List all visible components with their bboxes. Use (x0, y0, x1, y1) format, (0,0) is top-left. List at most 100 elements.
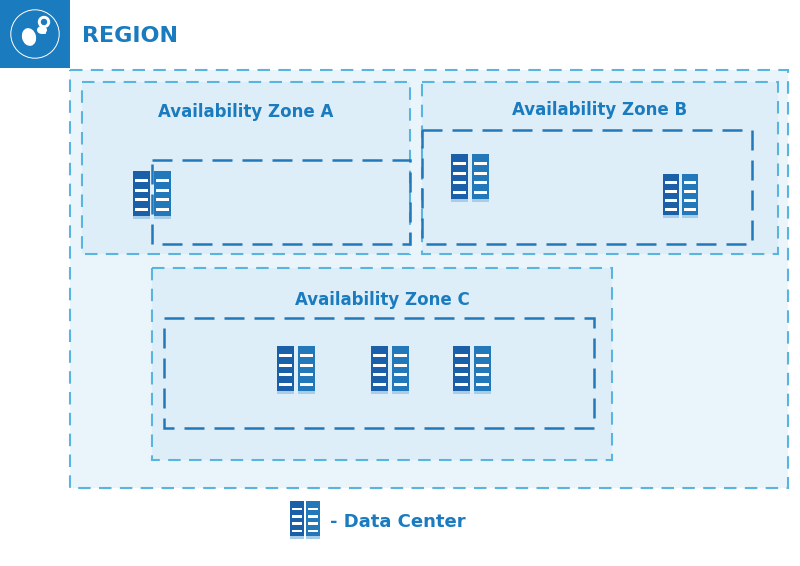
Bar (394, 363, 407, 367)
Bar (453, 391, 470, 394)
Bar (156, 208, 169, 211)
Bar (476, 354, 489, 357)
Bar (154, 171, 171, 219)
Bar (298, 346, 315, 394)
Bar (290, 501, 304, 539)
Bar (394, 354, 407, 357)
Bar (474, 191, 487, 194)
Bar (135, 208, 148, 211)
Circle shape (11, 10, 59, 58)
Bar (683, 199, 695, 202)
Bar (70, 70, 788, 488)
Bar (665, 181, 677, 185)
Bar (300, 373, 313, 376)
Bar (450, 199, 468, 202)
Bar (156, 188, 169, 192)
Bar (474, 181, 487, 185)
Bar (455, 383, 468, 386)
Bar (472, 154, 490, 202)
Bar (154, 216, 171, 219)
Bar (300, 383, 313, 386)
Bar (279, 373, 292, 376)
Bar (476, 373, 489, 376)
Bar (135, 198, 148, 201)
Bar (450, 154, 468, 202)
Bar (370, 346, 388, 394)
Bar (308, 515, 318, 517)
Bar (370, 391, 388, 394)
Bar (474, 162, 487, 165)
Bar (308, 530, 318, 533)
Bar (298, 391, 315, 394)
Bar (682, 174, 698, 218)
Bar (422, 82, 778, 254)
Bar (453, 162, 466, 165)
Bar (662, 174, 678, 218)
Bar (0, 0, 70, 68)
Circle shape (12, 11, 58, 57)
Text: REGION: REGION (82, 26, 178, 46)
Bar (682, 215, 698, 218)
Bar (292, 530, 302, 533)
Bar (373, 363, 386, 367)
Bar (300, 354, 313, 357)
Bar (455, 363, 468, 367)
Bar (152, 268, 612, 460)
Bar (665, 199, 677, 202)
Bar (373, 383, 386, 386)
Bar (474, 171, 487, 175)
Bar (82, 82, 410, 254)
Bar (394, 383, 407, 386)
Bar (683, 208, 695, 211)
Bar (308, 508, 318, 510)
Circle shape (38, 16, 50, 28)
Bar (394, 373, 407, 376)
Text: Availability Zone A: Availability Zone A (158, 103, 334, 121)
Bar (82, 82, 410, 254)
Bar (683, 190, 695, 193)
Ellipse shape (22, 28, 36, 46)
Bar (277, 346, 294, 394)
Bar (135, 188, 148, 192)
Text: Availability Zone B: Availability Zone B (513, 101, 687, 119)
Text: Availability Zone C: Availability Zone C (294, 291, 470, 309)
Bar (422, 130, 752, 244)
Bar (455, 373, 468, 376)
Bar (156, 198, 169, 201)
Bar (133, 216, 150, 219)
Bar (683, 181, 695, 185)
Bar (300, 363, 313, 367)
Bar (279, 383, 292, 386)
Bar (292, 515, 302, 517)
Bar (665, 208, 677, 211)
Bar (453, 181, 466, 185)
Text: - Data Center: - Data Center (330, 513, 466, 531)
Bar (453, 171, 466, 175)
Bar (665, 190, 677, 193)
Bar (662, 215, 678, 218)
Bar (279, 363, 292, 367)
Bar (392, 391, 410, 394)
Bar (135, 179, 148, 182)
Bar (306, 536, 320, 539)
Bar (292, 508, 302, 510)
Bar (70, 70, 788, 488)
Bar (290, 536, 304, 539)
Bar (152, 160, 410, 244)
Bar (156, 179, 169, 182)
Bar (164, 318, 594, 428)
Bar (472, 199, 490, 202)
Ellipse shape (37, 26, 47, 34)
Bar (373, 373, 386, 376)
Bar (279, 354, 292, 357)
Bar (133, 171, 150, 219)
Bar (476, 363, 489, 367)
Bar (474, 346, 491, 394)
Bar (474, 391, 491, 394)
Bar (453, 346, 470, 394)
Bar (306, 501, 320, 539)
Bar (453, 191, 466, 194)
Bar (392, 346, 410, 394)
Bar (292, 522, 302, 525)
Circle shape (42, 19, 46, 24)
